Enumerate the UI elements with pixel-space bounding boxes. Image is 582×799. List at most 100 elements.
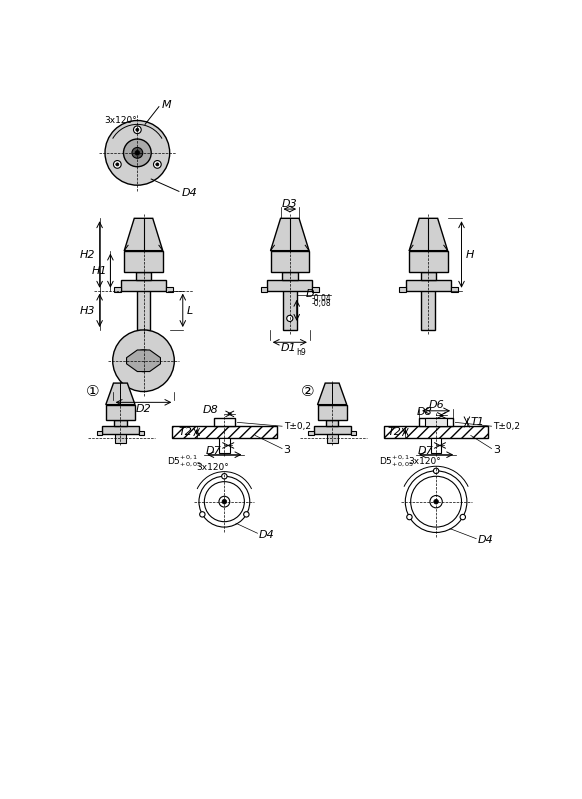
Bar [421, 272, 436, 280]
Polygon shape [126, 350, 161, 372]
Bar [214, 418, 235, 426]
Circle shape [136, 128, 139, 131]
Bar [314, 426, 350, 434]
Circle shape [200, 511, 205, 517]
Circle shape [434, 499, 438, 504]
Circle shape [434, 468, 439, 474]
Text: T±0,2: T±0,2 [493, 422, 520, 431]
Bar [219, 438, 230, 453]
Text: H: H [466, 249, 474, 260]
Text: T1: T1 [471, 417, 485, 427]
Circle shape [222, 499, 226, 504]
Circle shape [154, 161, 161, 169]
Text: -0,08: -0,08 [311, 299, 331, 308]
Bar [283, 280, 297, 330]
Bar [409, 251, 448, 272]
Text: 3x120°: 3x120° [408, 457, 441, 466]
Bar [139, 431, 144, 435]
Bar [136, 272, 151, 280]
Polygon shape [106, 383, 135, 404]
Circle shape [116, 163, 119, 166]
Bar [326, 420, 338, 426]
Bar [137, 280, 150, 330]
Circle shape [407, 515, 412, 520]
Text: D7: D7 [417, 446, 433, 456]
Bar [399, 287, 406, 292]
Bar [450, 287, 457, 292]
Text: D8: D8 [417, 407, 432, 416]
Circle shape [123, 139, 151, 167]
Text: D8: D8 [203, 405, 218, 415]
Bar [425, 418, 447, 426]
Circle shape [133, 126, 141, 133]
Polygon shape [271, 218, 309, 251]
Text: T2: T2 [179, 427, 193, 436]
Circle shape [113, 330, 174, 392]
Text: H1: H1 [92, 266, 107, 276]
Bar [421, 280, 435, 330]
Circle shape [287, 316, 293, 321]
Bar [166, 287, 173, 292]
Bar [268, 280, 312, 291]
Circle shape [140, 357, 147, 364]
Circle shape [244, 511, 249, 517]
Text: 3: 3 [283, 445, 290, 455]
Bar [419, 418, 453, 426]
Bar [271, 251, 309, 272]
Circle shape [222, 474, 227, 479]
Bar [384, 426, 488, 438]
Bar [282, 272, 297, 280]
Text: D7: D7 [205, 446, 221, 456]
Bar [106, 404, 135, 420]
Text: D5$^{+0,1}_{+0,05}$: D5$^{+0,1}_{+0,05}$ [167, 453, 202, 468]
Bar [97, 431, 102, 435]
Bar [102, 426, 139, 434]
Polygon shape [124, 218, 163, 251]
Text: D2: D2 [136, 403, 151, 414]
Polygon shape [318, 383, 347, 404]
Text: 3x120°: 3x120° [197, 463, 229, 471]
Text: 3x120°: 3x120° [104, 116, 137, 125]
Bar [308, 431, 314, 435]
Bar [114, 420, 126, 426]
Text: H3: H3 [80, 306, 95, 316]
Bar [172, 426, 276, 438]
Polygon shape [409, 218, 448, 251]
Bar [124, 251, 163, 272]
Bar [431, 438, 442, 453]
Circle shape [133, 350, 154, 372]
Text: D4: D4 [478, 535, 494, 545]
Text: M: M [162, 100, 172, 110]
Text: T2: T2 [388, 427, 402, 436]
Text: D4: D4 [181, 188, 197, 198]
Text: L: L [187, 306, 193, 316]
Bar [318, 404, 347, 420]
Bar [121, 280, 166, 291]
Text: D3: D3 [282, 199, 297, 209]
Bar [115, 426, 126, 443]
Text: -0,04: -0,04 [311, 294, 331, 303]
Bar [406, 280, 450, 291]
Bar [114, 287, 121, 292]
Circle shape [156, 163, 159, 166]
Text: D4: D4 [259, 530, 275, 540]
Circle shape [460, 515, 466, 520]
Text: D1: D1 [281, 344, 296, 353]
Bar [312, 287, 319, 292]
Circle shape [105, 121, 170, 185]
Bar [327, 426, 338, 443]
Text: 3: 3 [493, 445, 500, 455]
Text: ①: ① [86, 384, 100, 399]
Text: H2: H2 [80, 249, 95, 260]
Text: T±0,2: T±0,2 [283, 422, 311, 431]
Text: ②: ② [301, 384, 315, 399]
Circle shape [113, 161, 121, 169]
Circle shape [135, 150, 140, 155]
Circle shape [132, 148, 143, 158]
Bar [350, 431, 356, 435]
Text: D6: D6 [428, 400, 444, 411]
Text: h9: h9 [297, 348, 307, 357]
Bar [261, 287, 268, 292]
Text: D: D [306, 288, 315, 299]
Text: D5$^{+0,1}_{+0,05}$: D5$^{+0,1}_{+0,05}$ [379, 453, 414, 468]
